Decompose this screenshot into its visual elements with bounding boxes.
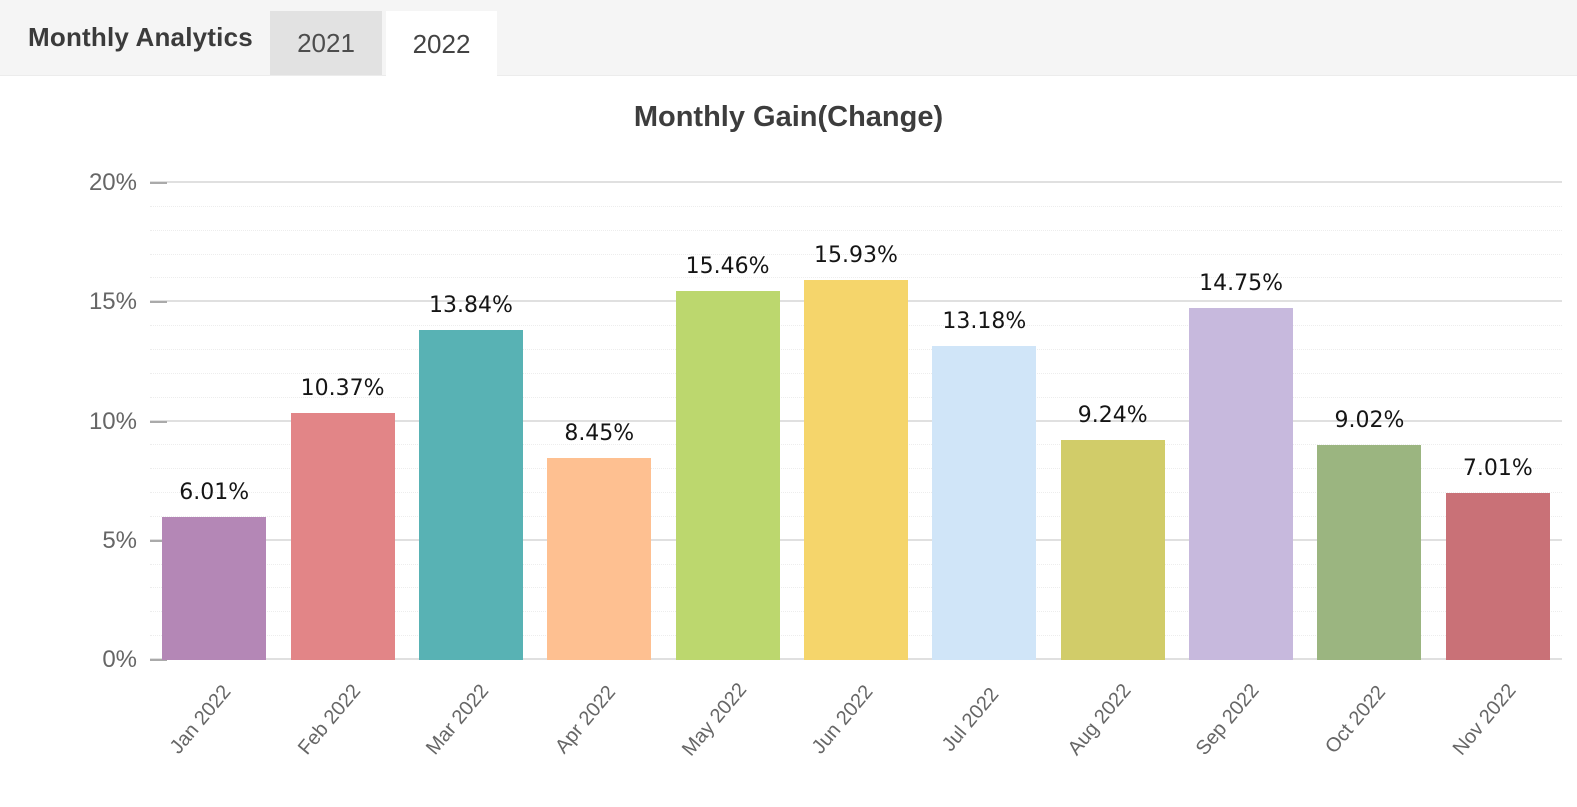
bar-value-label-jun-2022: 15.93% bbox=[814, 243, 898, 269]
bar-value-label-jul-2022: 13.18% bbox=[942, 308, 1027, 334]
plot-area: 6.01% 10.37% 13.84% 8.45% 15.46% 15.93% 13.18%… bbox=[150, 181, 1562, 661]
y-axis-tick-mark bbox=[150, 539, 167, 542]
bar-value-label-apr-2022: 8.45% bbox=[564, 421, 635, 447]
bar-jul-2022[interactable] bbox=[932, 345, 1037, 660]
bar-apr-2022[interactable] bbox=[547, 458, 652, 660]
bar-value-label-oct-2022: 9.02% bbox=[1334, 407, 1405, 433]
bar-value-label-may-2022: 15.46% bbox=[685, 254, 770, 280]
page-title: Monthly Analytics bbox=[28, 22, 253, 52]
x-axis-label-may-2022: May 2022 bbox=[677, 678, 751, 761]
minor-gridline bbox=[150, 253, 1562, 255]
major-gridline bbox=[150, 181, 1562, 183]
minor-gridline bbox=[150, 229, 1562, 231]
bar-value-label-nov-2022: 7.01% bbox=[1462, 455, 1533, 481]
bar-feb-2022[interactable] bbox=[290, 412, 395, 660]
chart-container: Monthly Gain(Change) 20% 15% 10% 5% 0% 6.01%… bbox=[0, 75, 1577, 807]
tab-2022[interactable]: 2022 bbox=[386, 11, 497, 77]
bar-value-label-mar-2022: 13.84% bbox=[428, 292, 513, 318]
x-axis-label-apr-2022: Apr 2022 bbox=[551, 681, 621, 758]
y-axis-tick-mark bbox=[150, 420, 167, 423]
header-bar: Monthly Analytics 2021 2022 bbox=[0, 0, 1577, 77]
bar-value-label-aug-2022: 9.24% bbox=[1077, 402, 1148, 428]
tab-2021[interactable]: 2021 bbox=[270, 11, 382, 75]
y-axis-label-0-: 0% bbox=[102, 646, 137, 673]
minor-gridline bbox=[150, 277, 1562, 279]
x-axis-label-aug-2022: Aug 2022 bbox=[1063, 679, 1136, 760]
y-axis-tick-mark bbox=[150, 659, 167, 661]
y-axis: 20% 15% 10% 5% 0% bbox=[0, 169, 137, 673]
x-axis-label-mar-2022: Mar 2022 bbox=[421, 680, 494, 760]
y-axis-label-15-: 15% bbox=[88, 288, 137, 316]
x-axis-label-oct-2022: Oct 2022 bbox=[1321, 681, 1391, 758]
y-axis-tick-mark bbox=[150, 182, 167, 184]
bar-value-label-sep-2022: 14.75% bbox=[1199, 271, 1284, 297]
x-axis-label-nov-2022: Nov 2022 bbox=[1448, 679, 1521, 760]
y-axis-tick-mark bbox=[150, 301, 167, 304]
bar-jun-2022[interactable] bbox=[804, 280, 908, 660]
bar-aug-2022[interactable] bbox=[1060, 439, 1165, 660]
bar-value-label-feb-2022: 10.37% bbox=[300, 375, 385, 401]
minor-gridline bbox=[150, 205, 1562, 207]
x-axis-label-jun-2022: Jun 2022 bbox=[807, 681, 878, 759]
y-axis-label-10-: 10% bbox=[88, 407, 137, 435]
x-axis-label-jul-2022: Jul 2022 bbox=[938, 683, 1004, 756]
bar-oct-2022[interactable] bbox=[1317, 444, 1422, 660]
chart-title: Monthly Gain(Change) bbox=[633, 101, 944, 133]
x-axis-label-feb-2022: Feb 2022 bbox=[293, 680, 365, 760]
bar-value-label-jan-2022: 6.01% bbox=[179, 479, 250, 505]
bar-mar-2022[interactable] bbox=[418, 329, 523, 660]
bar-may-2022[interactable] bbox=[675, 291, 780, 660]
y-axis-label-5-: 5% bbox=[102, 526, 137, 554]
y-axis-label-20-: 20% bbox=[88, 169, 137, 196]
x-axis-label-sep-2022: Sep 2022 bbox=[1191, 679, 1264, 760]
x-axis-label-jan-2022: Jan 2022 bbox=[165, 681, 236, 759]
bar-sep-2022[interactable] bbox=[1189, 308, 1294, 660]
x-axis: Jan 2022 Feb 2022 Mar 2022 Apr 2022 May 2022… bbox=[150, 660, 1562, 807]
bar-jan-2022[interactable] bbox=[162, 516, 267, 660]
bar-nov-2022[interactable] bbox=[1445, 492, 1550, 660]
